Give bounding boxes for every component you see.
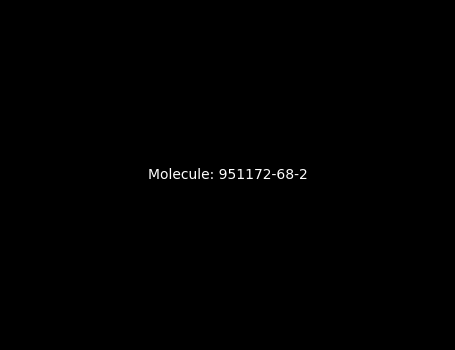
Text: Molecule: 951172-68-2: Molecule: 951172-68-2: [147, 168, 308, 182]
